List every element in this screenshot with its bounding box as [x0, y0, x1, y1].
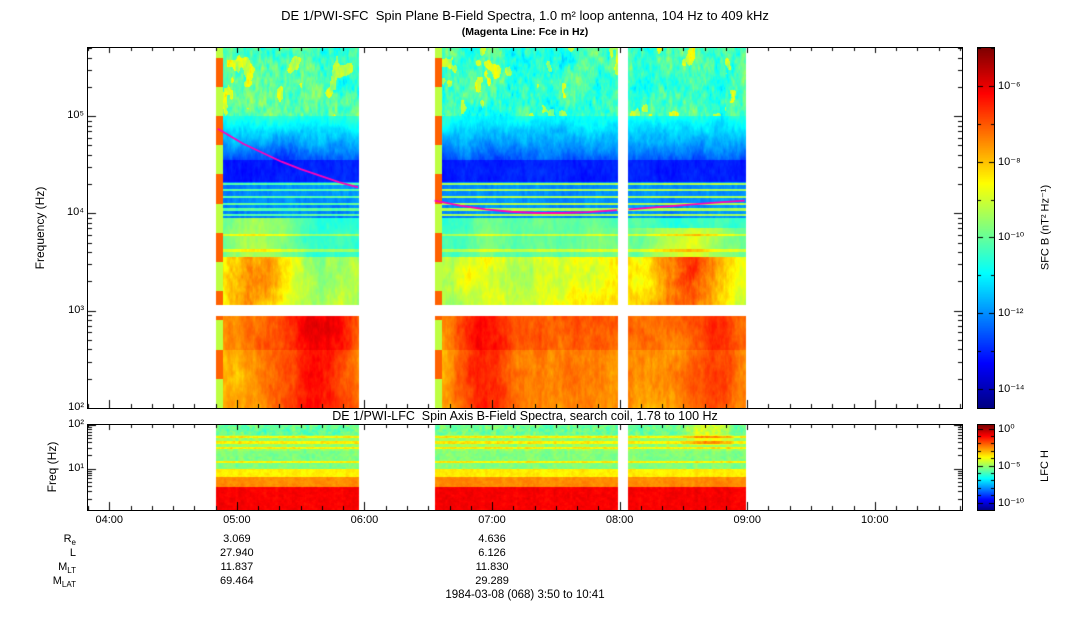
lfc-y-tick-label: 10¹: [68, 461, 84, 474]
main-title: DE 1/PWI-SFC Spin Plane B-Field Spectra,…: [281, 8, 769, 23]
x-axis-tick-label: 05:00: [223, 514, 251, 526]
ephemeris-value: 6.126: [478, 547, 506, 559]
lfc-colorbar-canvas: [978, 425, 994, 510]
ephemeris-value: 69.464: [220, 575, 254, 587]
ephemeris-row-label: Re: [63, 533, 76, 548]
sfc-colorbar-tick-label: 10⁻⁶: [998, 79, 1021, 92]
ephemeris-value: 11.830: [475, 561, 509, 573]
ephemeris-value: 29.289: [475, 575, 509, 587]
x-axis-tick-label: 08:00: [605, 514, 634, 526]
x-axis-tick-label: 04:00: [95, 514, 124, 526]
sfc-colorbar-label: SFC B (nT² Hz⁻¹): [1039, 184, 1052, 271]
sfc-y-axis-label: Frequency (Hz): [33, 186, 47, 270]
x-axis-tick-label: 07:00: [478, 514, 506, 526]
lfc-colorbar-tick-label: 10⁻¹⁰: [998, 496, 1025, 509]
ephemeris-row-label: MLAT: [52, 575, 76, 590]
sfc-colorbar-tick-label: 10⁻¹²: [998, 307, 1024, 320]
subtitle: (Magenta Line: Fce in Hz): [461, 26, 589, 38]
lfc-colorbar: [977, 424, 995, 511]
sfc-y-tick-label: 10²: [68, 401, 84, 413]
lfc-spectrogram-canvas: [88, 425, 962, 510]
ephemeris-value: 11.837: [220, 561, 254, 573]
sfc-y-tick-label: 10⁴: [67, 206, 84, 219]
ephemeris-value: 4.636: [478, 533, 506, 545]
footer-caption: 1984-03-08 (068) 3:50 to 10:41: [445, 589, 605, 601]
ephemeris-row-label: MLT: [58, 561, 76, 576]
x-axis-tick-label: 06:00: [350, 514, 379, 526]
lfc-colorbar-tick-label: 10⁰: [998, 422, 1015, 435]
sfc-spectrogram-panel: [87, 47, 963, 409]
ephemeris-value: 27.940: [220, 547, 254, 559]
lfc-y-tick-label: 10²: [68, 418, 84, 430]
sfc-colorbar: [977, 47, 995, 409]
lfc-spectrogram-panel: [87, 424, 963, 511]
x-axis-tick-label: 10:00: [861, 514, 889, 526]
x-axis-tick-label: 09:00: [733, 514, 761, 526]
lfc-colorbar-tick-label: 10⁻⁵: [998, 459, 1021, 472]
sfc-colorbar-tick-label: 10⁻¹⁴: [998, 383, 1025, 396]
sfc-colorbar-canvas: [978, 48, 994, 408]
sfc-colorbar-tick-label: 10⁻⁸: [998, 155, 1021, 168]
ephemeris-value: 3.069: [223, 533, 251, 545]
ephemeris-row-label: L: [69, 547, 76, 559]
sfc-y-tick-label: 10⁵: [67, 109, 84, 122]
lfc-panel-title: DE 1/PWI-LFC Spin Axis B-Field Spectra, …: [332, 409, 718, 423]
sfc-colorbar-tick-label: 10⁻¹⁰: [998, 231, 1025, 244]
sfc-spectrogram-canvas: [88, 48, 962, 408]
sfc-y-tick-label: 10³: [68, 303, 84, 316]
